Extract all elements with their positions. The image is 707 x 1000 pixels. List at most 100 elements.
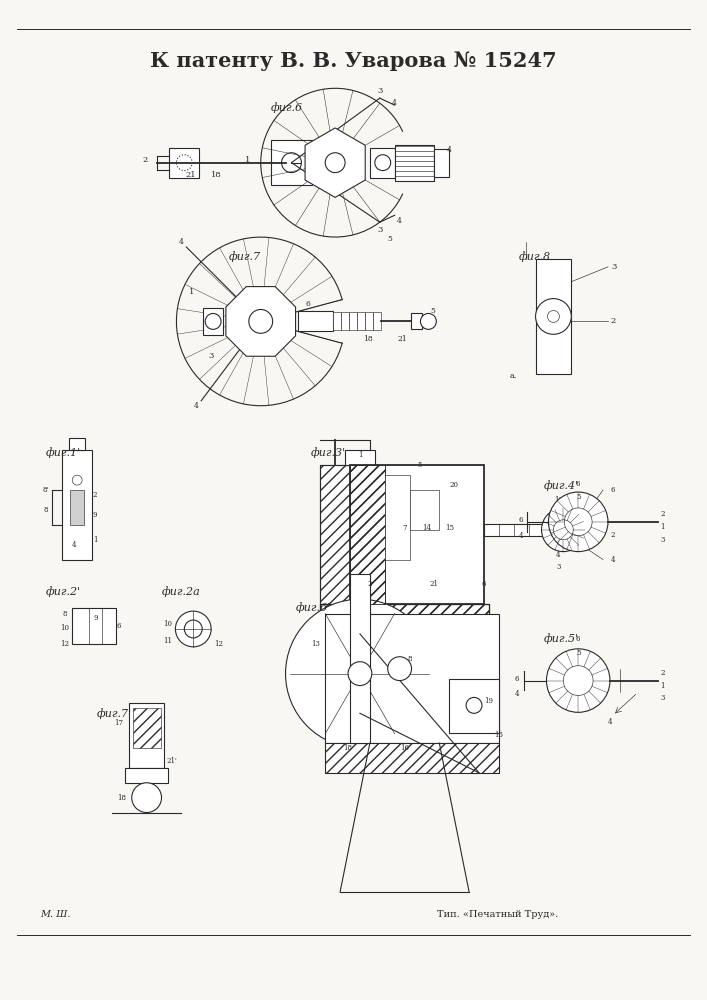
Text: 10: 10 (163, 620, 172, 628)
Text: 3: 3 (377, 87, 382, 95)
Circle shape (549, 492, 608, 552)
Bar (350, 465, 484, 604)
Circle shape (286, 599, 434, 748)
Text: фиг.6: фиг.6 (271, 103, 303, 113)
Text: 8': 8' (42, 486, 49, 494)
Bar (365, 312, 373, 330)
Text: 6: 6 (515, 675, 519, 683)
Text: 20: 20 (450, 481, 459, 489)
Text: К патенту В. В. Уварова № 15247: К патенту В. В. Уварова № 15247 (150, 51, 556, 71)
Text: 18: 18 (363, 335, 373, 343)
Text: фиг.7: фиг.7 (229, 252, 261, 262)
Text: 15: 15 (494, 731, 503, 739)
Text: фиг.1': фиг.1' (45, 447, 81, 458)
Text: фиг.2': фиг.2' (45, 586, 81, 597)
Text: 2: 2 (611, 317, 617, 325)
Text: 2: 2 (660, 669, 665, 677)
Text: фиг.7': фиг.7' (97, 708, 132, 719)
Text: 5: 5 (576, 493, 580, 501)
Text: фиг.5': фиг.5' (544, 634, 578, 644)
Text: 12: 12 (214, 640, 223, 648)
Text: 3: 3 (209, 352, 214, 360)
Text: 10: 10 (554, 496, 563, 504)
Circle shape (205, 313, 221, 329)
Text: фиг.6': фиг.6' (296, 602, 331, 613)
Text: М. Ш.: М. Ш. (40, 910, 71, 919)
Circle shape (536, 299, 571, 334)
Text: 18: 18 (211, 171, 221, 179)
Polygon shape (226, 287, 296, 356)
Text: 17: 17 (115, 719, 123, 727)
Text: 18: 18 (344, 744, 353, 752)
Bar (320, 604, 489, 629)
Text: 2: 2 (368, 580, 372, 588)
Text: 2: 2 (611, 531, 616, 539)
Text: 1: 1 (358, 451, 362, 459)
Circle shape (387, 657, 411, 681)
Text: 6: 6 (306, 300, 311, 308)
Text: 12: 12 (60, 640, 69, 648)
Text: 4: 4 (397, 217, 402, 225)
Text: 13: 13 (311, 640, 320, 648)
Text: 5: 5 (387, 235, 392, 243)
Bar (449, 679, 499, 733)
Circle shape (466, 697, 482, 713)
Bar (133, 708, 160, 748)
Bar (125, 768, 168, 783)
Text: 19: 19 (484, 697, 493, 705)
Text: 4: 4 (194, 402, 199, 410)
Bar (350, 465, 385, 604)
Text: 3: 3 (611, 263, 617, 271)
Text: 2: 2 (93, 491, 98, 499)
Text: 11: 11 (163, 637, 172, 645)
Text: а.: а. (510, 372, 518, 380)
Bar (298, 311, 333, 331)
Circle shape (132, 783, 161, 813)
Bar (325, 614, 499, 743)
Text: 1: 1 (93, 536, 98, 544)
Text: фиг.2а: фиг.2а (161, 586, 200, 597)
Text: 3: 3 (377, 226, 382, 234)
Circle shape (325, 153, 345, 173)
Text: 21: 21 (398, 335, 407, 343)
Circle shape (281, 153, 301, 173)
Bar (333, 312, 341, 330)
Text: 1: 1 (660, 523, 665, 531)
Text: 9: 9 (94, 614, 98, 622)
Circle shape (177, 155, 192, 171)
Text: 1: 1 (660, 682, 665, 690)
Text: фиг.8: фиг.8 (519, 252, 551, 262)
Text: 5: 5 (430, 307, 435, 315)
Text: 4: 4 (611, 556, 616, 564)
Bar (72, 608, 116, 644)
Bar (271, 140, 312, 185)
Bar (484, 524, 544, 536)
Bar (325, 743, 499, 773)
Bar (434, 149, 449, 177)
Text: 21: 21 (186, 171, 197, 179)
Text: 3: 3 (660, 536, 665, 544)
Polygon shape (305, 128, 366, 197)
Text: 7: 7 (402, 524, 407, 532)
Text: 8: 8 (62, 610, 66, 618)
Circle shape (249, 310, 273, 333)
Circle shape (348, 662, 372, 686)
Text: 4: 4 (518, 532, 523, 540)
Bar (395, 145, 434, 181)
Text: Тип. «Печатный Труд».: Тип. «Печатный Труд». (438, 910, 559, 919)
Text: 4: 4 (447, 146, 452, 154)
Bar (409, 490, 439, 530)
Text: 5: 5 (591, 498, 595, 506)
Bar (357, 312, 365, 330)
Bar (385, 475, 409, 560)
Bar (350, 465, 385, 604)
Text: 21: 21 (430, 580, 439, 588)
Bar (320, 604, 489, 629)
Bar (536, 259, 571, 374)
Text: 3: 3 (556, 563, 561, 571)
Text: 8: 8 (407, 655, 411, 663)
Text: 10: 10 (60, 624, 69, 632)
Bar (350, 574, 370, 743)
Bar (129, 703, 165, 768)
Bar (62, 450, 92, 560)
